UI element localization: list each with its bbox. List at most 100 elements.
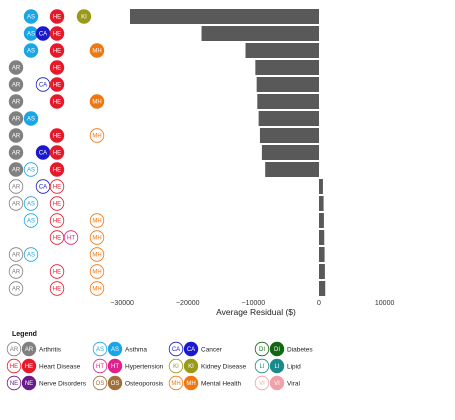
condition-badge-label: HE bbox=[53, 134, 61, 140]
bar bbox=[255, 60, 319, 75]
legend-label: Osteoporosis bbox=[125, 380, 164, 387]
condition-badge-ar: AR bbox=[8, 94, 24, 109]
svg-text:OS: OS bbox=[96, 381, 105, 387]
legend-item: NE NE Nerve Disorders bbox=[6, 375, 87, 391]
condition-badge-ar: AR bbox=[8, 111, 24, 126]
svg-text:HE: HE bbox=[25, 364, 33, 370]
legend-item: LI LI Lipid bbox=[254, 358, 301, 374]
legend-item: AS AS Asthma bbox=[92, 341, 147, 357]
condition-badge-he: HE bbox=[49, 94, 65, 109]
legend-item: KI KI Kidney Disease bbox=[168, 358, 247, 374]
condition-badge-he: HE bbox=[49, 128, 65, 143]
legend-label: Viral bbox=[287, 380, 300, 387]
condition-badge-ar: AR bbox=[8, 264, 24, 279]
condition-badge-ar: AR bbox=[8, 77, 24, 92]
condition-badge-he: HE bbox=[49, 77, 65, 92]
condition-badge-label: AS bbox=[27, 253, 35, 259]
condition-badge-he: HE bbox=[49, 9, 65, 24]
condition-badge-mh: MH bbox=[89, 281, 105, 296]
condition-badge-mh: MH bbox=[89, 230, 105, 245]
condition-badge-label: HE bbox=[53, 15, 61, 21]
svg-text:CA: CA bbox=[187, 347, 195, 353]
condition-badge-mh: MH bbox=[89, 213, 105, 228]
condition-badge-mh: MH bbox=[89, 247, 105, 262]
bar bbox=[257, 94, 319, 109]
bar bbox=[201, 26, 319, 41]
condition-badge-label: HE bbox=[53, 287, 61, 293]
legend-label: Hypertension bbox=[125, 363, 164, 370]
legend-label: Diabetes bbox=[287, 346, 313, 353]
condition-badge-label: HE bbox=[53, 49, 61, 55]
condition-badge-as: AS bbox=[23, 196, 39, 211]
condition-badge-ca: CA bbox=[35, 77, 51, 92]
condition-badge-label: AR bbox=[12, 83, 21, 89]
legend-item: VI VI Viral bbox=[254, 375, 300, 391]
condition-badge-mh: MH bbox=[89, 264, 105, 279]
condition-badge-label: AR bbox=[12, 151, 21, 157]
legend-item: CA CA Cancer bbox=[168, 341, 223, 357]
svg-text:MH: MH bbox=[171, 381, 180, 387]
condition-badge-label: AR bbox=[12, 270, 21, 276]
condition-badge-label: HE bbox=[53, 168, 61, 174]
svg-text:VI: VI bbox=[274, 381, 280, 387]
bar bbox=[319, 264, 325, 279]
condition-badge-he: HE bbox=[49, 26, 65, 41]
condition-badge-label: HE bbox=[53, 202, 61, 208]
svg-text:HT: HT bbox=[111, 364, 119, 370]
condition-badge-label: AR bbox=[12, 253, 21, 259]
condition-badge-he: HE bbox=[49, 281, 65, 296]
condition-badge-label: CA bbox=[39, 83, 47, 89]
condition-badge-ht: HT bbox=[63, 230, 79, 245]
bar bbox=[259, 128, 319, 143]
bar bbox=[319, 247, 325, 262]
condition-badge-ca: CA bbox=[35, 179, 51, 194]
condition-badge-label: MH bbox=[92, 219, 101, 225]
condition-badge-label: HT bbox=[67, 236, 75, 242]
svg-text:KI: KI bbox=[173, 364, 179, 370]
condition-badge-label: MH bbox=[92, 49, 101, 55]
bar bbox=[265, 162, 319, 177]
svg-text:MH: MH bbox=[186, 381, 195, 387]
condition-badge-label: AR bbox=[12, 134, 21, 140]
condition-badge-label: HE bbox=[53, 100, 61, 106]
legend-label: Mental Health bbox=[201, 380, 241, 387]
bar-layer bbox=[130, 9, 326, 296]
condition-badge-label: HE bbox=[53, 236, 61, 242]
condition-badge-he: HE bbox=[49, 179, 65, 194]
bar bbox=[256, 77, 319, 92]
condition-badge-ar: AR bbox=[8, 281, 24, 296]
bar bbox=[130, 9, 319, 24]
legend-item: DI DI Diabetes bbox=[254, 341, 313, 357]
legend-label: Arthritis bbox=[39, 346, 62, 353]
svg-text:VI: VI bbox=[259, 381, 265, 387]
condition-badge-label: HE bbox=[53, 185, 61, 191]
x-tick-label: −10000 bbox=[242, 300, 266, 307]
condition-badge-he: HE bbox=[49, 264, 65, 279]
condition-badge-label: AS bbox=[27, 219, 35, 225]
condition-badge-he: HE bbox=[49, 60, 65, 75]
condition-badge-label: AR bbox=[12, 185, 21, 191]
svg-text:HT: HT bbox=[96, 364, 104, 370]
condition-badge-label: AS bbox=[27, 202, 35, 208]
condition-badge-label: HE bbox=[53, 66, 61, 72]
condition-badge-layer: AS HE KI AS CA HE AS HE MH AR HE AR CA HE AR HE MH AR AS AR… bbox=[8, 9, 105, 296]
condition-badge-label: MH bbox=[92, 236, 101, 242]
condition-badge-as: AS bbox=[23, 213, 39, 228]
condition-badge-as: AS bbox=[23, 43, 39, 58]
legend-item: MH MH Mental Health bbox=[168, 375, 241, 391]
x-tick-label: 10000 bbox=[375, 300, 395, 307]
condition-badge-label: AS bbox=[27, 32, 35, 38]
svg-text:CA: CA bbox=[172, 347, 180, 353]
svg-text:KI: KI bbox=[188, 364, 194, 370]
condition-badge-label: MH bbox=[92, 134, 101, 140]
legend-label: Cancer bbox=[201, 346, 223, 353]
condition-badge-label: HE bbox=[53, 270, 61, 276]
condition-badge-as: AS bbox=[23, 162, 39, 177]
condition-badge-ar: AR bbox=[8, 145, 24, 160]
condition-badge-label: AS bbox=[27, 49, 35, 55]
condition-badge-label: HE bbox=[53, 83, 61, 89]
x-axis: −30000 −20000 −10000 0 10000 bbox=[110, 300, 394, 307]
svg-text:NE: NE bbox=[25, 381, 33, 387]
